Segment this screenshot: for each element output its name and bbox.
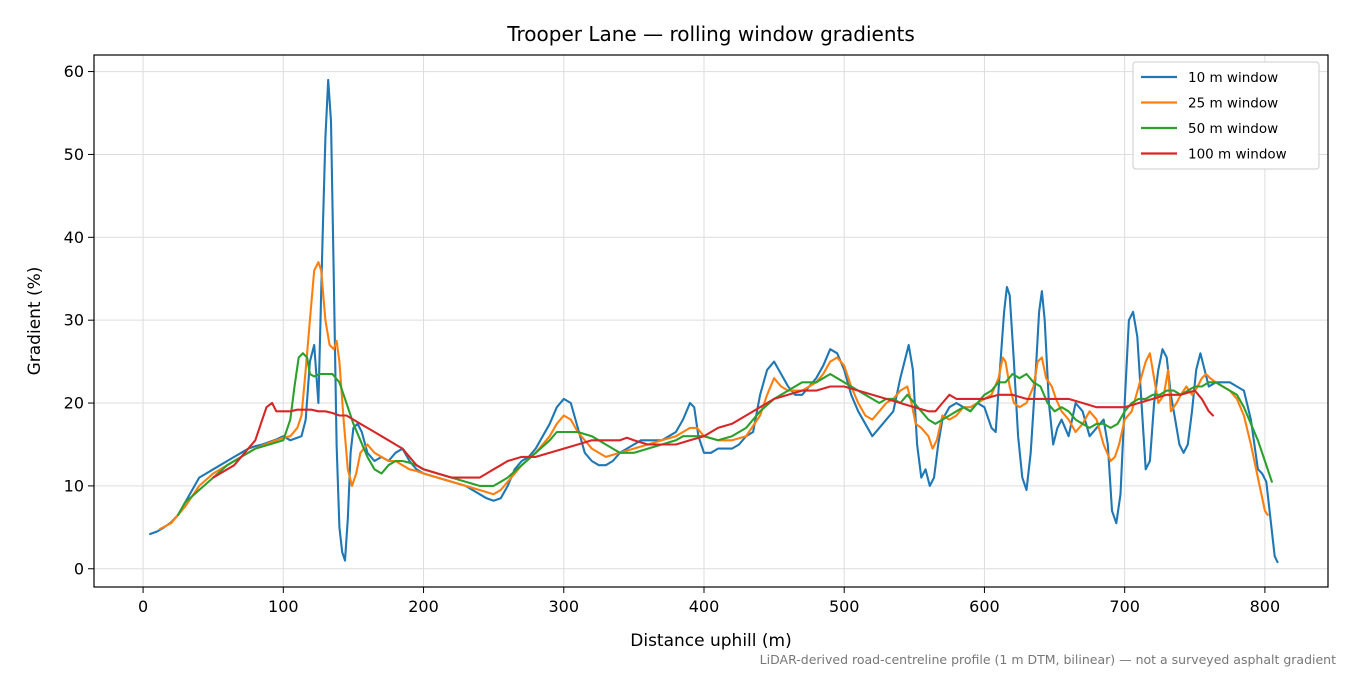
legend: 10 m window 25 m window 50 m window 100 m w…: [1132, 61, 1320, 170]
y-tick-label: 10: [64, 476, 84, 495]
legend-label: 10 m window: [1188, 70, 1278, 86]
x-tick-label: 200: [408, 597, 439, 616]
legend-label: 50 m window: [1188, 121, 1278, 137]
x-tick-label: 300: [548, 597, 579, 616]
legend-label: 100 m window: [1188, 146, 1287, 162]
x-tick-label: 800: [1250, 597, 1281, 616]
series-line-50-m-window: [177, 352, 1273, 516]
legend-label: 25 m window: [1188, 95, 1278, 111]
series-line-100-m-window: [212, 385, 1215, 479]
x-tick-label: 400: [689, 597, 720, 616]
y-tick-label: 40: [64, 228, 84, 247]
x-tick-label: 700: [1109, 597, 1140, 616]
plot-series: [149, 78, 1279, 564]
chart-title: Trooper Lane — rolling window gradients: [506, 22, 915, 46]
x-axis-ticks: 0 100 200 300 400 500 600 700 800: [138, 587, 1280, 616]
y-tick-label: 60: [64, 62, 84, 81]
series-line-25-m-window: [158, 261, 1269, 531]
legend-box: [1132, 61, 1320, 170]
x-axis-title: Distance uphill (m): [630, 631, 791, 651]
y-axis-ticks: 0 10 20 30 40 50 60: [64, 62, 94, 578]
y-tick-label: 30: [64, 311, 84, 330]
x-tick-label: 0: [138, 597, 148, 616]
plot-frame: [93, 54, 1329, 588]
legend-entries: 10 m window 25 m window 50 m window 100 m w…: [1141, 70, 1287, 162]
x-tick-label: 600: [969, 597, 1000, 616]
footnote: LiDAR-derived road-centreline profile (1…: [760, 652, 1336, 667]
y-tick-label: 20: [64, 394, 84, 413]
series-line-10-m-window: [149, 78, 1279, 564]
y-tick-label: 0: [74, 559, 84, 578]
x-tick-label: 500: [829, 597, 860, 616]
y-axis-title: Gradient (%): [25, 267, 45, 376]
y-tick-label: 50: [64, 145, 84, 164]
grid: [94, 55, 1328, 587]
x-tick-label: 100: [268, 597, 299, 616]
